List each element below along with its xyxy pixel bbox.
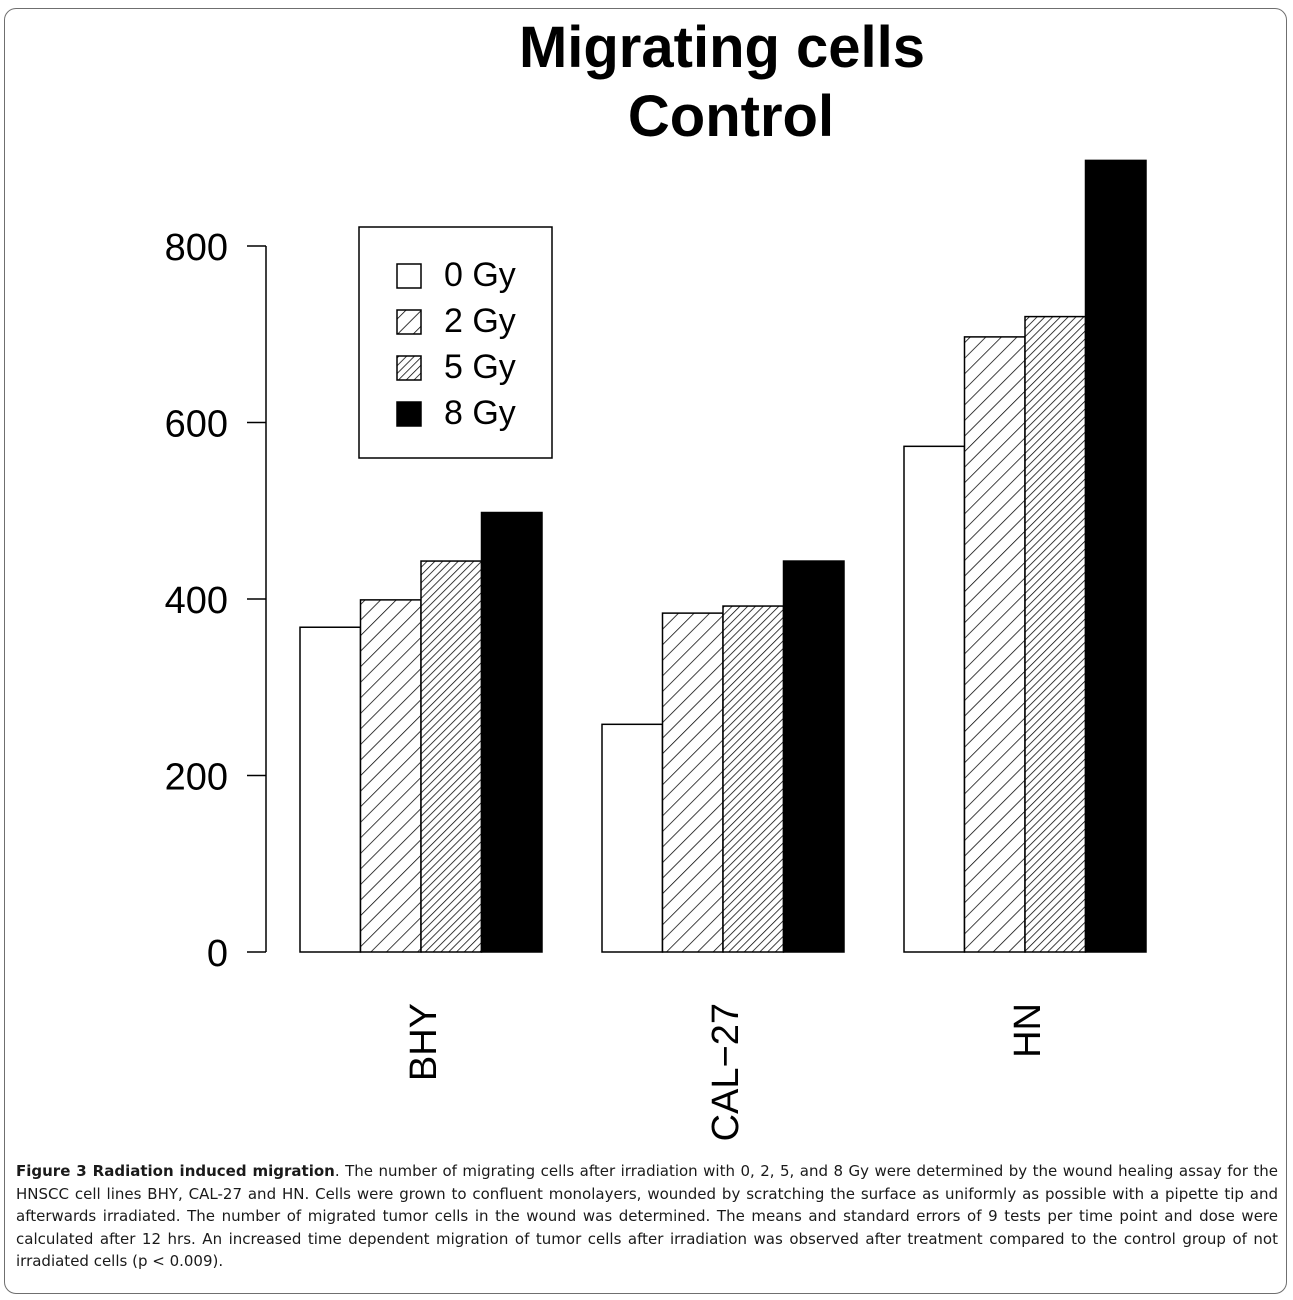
legend-label: 0 Gy: [444, 256, 516, 294]
bar: [299, 626, 362, 953]
bar: [1024, 315, 1087, 953]
bar: [722, 605, 785, 953]
caption-label: Figure 3 Radiation induced migration: [16, 1162, 335, 1180]
y-tick-label: 600: [165, 404, 228, 446]
legend-swatch: [396, 401, 422, 427]
y-tick-label: 200: [165, 757, 228, 799]
y-axis: 0 200 400 600 800: [165, 227, 267, 975]
legend-swatch: [396, 263, 422, 289]
bar: [782, 560, 845, 953]
x-axis-labels: BHY CAL−27 HN: [403, 1003, 1049, 1141]
x-tick-label: CAL−27: [705, 1003, 747, 1141]
bar: [903, 445, 966, 953]
bar: [963, 336, 1026, 953]
figure-caption: Figure 3 Radiation induced migration. Th…: [16, 1160, 1278, 1273]
bar-chart: Migrating cells Control 0 200 400 600 800 BH…: [165, 15, 1147, 1141]
chart-title: Migrating cells: [519, 15, 925, 80]
caption-text: . The number of migrating cells after ir…: [16, 1162, 1278, 1270]
legend-swatch: [396, 355, 422, 381]
bar: [661, 612, 724, 953]
y-tick-label: 800: [165, 227, 228, 269]
bar: [420, 560, 483, 953]
bars-group: [299, 159, 1147, 953]
legend-label: 8 Gy: [444, 394, 516, 432]
x-tick-label: BHY: [403, 1003, 445, 1081]
legend-swatch: [396, 309, 422, 335]
chart-subtitle: Control: [628, 84, 834, 149]
legend: 0 Gy 2 Gy 5 Gy 8 Gy: [358, 226, 553, 459]
x-tick-label: HN: [1007, 1003, 1049, 1058]
bar: [1084, 159, 1147, 953]
y-tick-label: 0: [207, 933, 228, 975]
y-tick-label: 400: [165, 580, 228, 622]
legend-label: 2 Gy: [444, 302, 516, 340]
legend-box: [358, 226, 553, 459]
bar: [480, 511, 543, 953]
legend-label: 5 Gy: [444, 348, 516, 386]
bar: [601, 723, 664, 953]
bar: [359, 599, 422, 953]
